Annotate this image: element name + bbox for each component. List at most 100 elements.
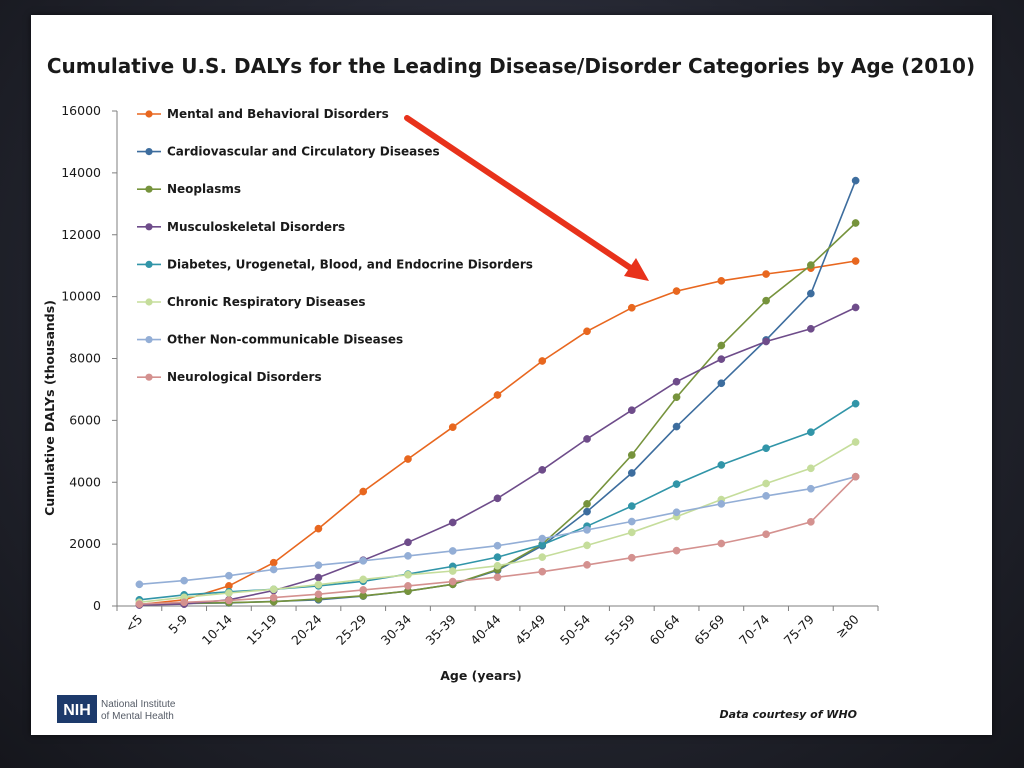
data-point (807, 484, 815, 493)
data-point (314, 580, 323, 589)
x-tick-label: 15-19 (244, 611, 280, 647)
y-tick-label: 10000 (61, 289, 101, 304)
y-tick-label: 4000 (69, 474, 101, 489)
data-point (269, 558, 278, 567)
data-point (807, 518, 815, 526)
data-point (493, 553, 502, 561)
data-point (404, 538, 412, 547)
legend-swatch-marker (145, 373, 153, 381)
data-point (180, 576, 188, 585)
data-point (180, 598, 188, 607)
data-point (807, 289, 815, 298)
data-point (314, 573, 323, 582)
data-point (359, 556, 368, 565)
data-point (359, 487, 368, 496)
data-point (314, 524, 323, 533)
x-tick-label: 60-64 (646, 611, 682, 647)
data-point (627, 517, 636, 526)
data-point (269, 585, 278, 594)
slide: Cumulative U.S. DALYs for the Leading Di… (31, 15, 992, 735)
data-point (583, 327, 591, 336)
data-point (717, 379, 726, 388)
data-point (672, 287, 681, 295)
series-layer (135, 176, 860, 609)
x-axis-label: Age (years) (440, 668, 522, 683)
legend-label: Chronic Respiratory Diseases (167, 295, 365, 309)
nih-logo: NIH National Institute of Mental Health (57, 695, 176, 723)
legend-swatch-marker (145, 223, 153, 231)
data-point (627, 528, 636, 537)
data-point (225, 571, 233, 580)
x-tick-label: 25-29 (333, 611, 369, 647)
nih-logo-abbrev: NIH (63, 702, 91, 719)
data-point (359, 586, 368, 594)
legend-label: Diabetes, Urogenetal, Blood, and Endocri… (167, 257, 533, 271)
nih-logo-box (57, 695, 97, 723)
legend-item: Musculoskeletal Disorders (137, 220, 345, 234)
credit-text: Data courtesy of WHO (719, 708, 857, 721)
data-point (493, 561, 502, 570)
data-point (851, 303, 860, 312)
data-point (538, 466, 547, 474)
data-point (627, 406, 636, 415)
x-tick-label: <5 (122, 612, 146, 636)
data-point (493, 573, 502, 582)
data-point (672, 422, 681, 431)
legend-swatch-marker (145, 110, 153, 118)
data-point (717, 461, 726, 469)
data-point (807, 464, 815, 473)
data-point (672, 393, 681, 402)
chart: Cumulative U.S. DALYs for the Leading Di… (42, 54, 975, 723)
data-point (672, 546, 681, 555)
x-tick-label: 45-49 (512, 611, 548, 647)
data-point (493, 494, 502, 503)
chart-title: Cumulative U.S. DALYs for the Leading Di… (47, 54, 975, 78)
y-tick-label: 12000 (61, 227, 101, 242)
data-point (762, 530, 770, 539)
legend-swatch-marker (145, 336, 153, 344)
legend-label: Neurological Disorders (167, 370, 322, 384)
y-tick-label: 16000 (61, 103, 101, 118)
series-6 (135, 472, 860, 589)
data-point (225, 589, 233, 597)
data-point (135, 580, 144, 589)
data-point (627, 469, 636, 477)
data-point (448, 547, 457, 555)
nih-logo-line2: of Mental Health (101, 711, 174, 722)
legend-item: Cardiovascular and Circulatory Diseases (137, 145, 440, 159)
series-2 (135, 219, 860, 609)
data-point (583, 507, 591, 516)
legend-item: Chronic Respiratory Diseases (137, 295, 365, 309)
data-point (225, 596, 233, 605)
data-point (851, 176, 860, 185)
data-point (807, 324, 815, 333)
data-point (538, 534, 547, 543)
y-tick-label: 14000 (61, 165, 101, 180)
x-tick-label: 10-14 (199, 611, 235, 647)
x-tick-label: 50-54 (557, 611, 593, 647)
annotation-arrow (404, 115, 649, 281)
legend-item: Neurological Disorders (137, 370, 322, 384)
y-tick-label: 0 (93, 598, 101, 613)
legend-swatch-marker (145, 148, 153, 156)
data-point (493, 391, 502, 399)
data-point (762, 296, 770, 305)
data-point (851, 399, 860, 408)
data-point (851, 438, 860, 446)
data-point (717, 500, 726, 508)
data-point (448, 567, 457, 575)
data-point (851, 257, 860, 265)
data-point (538, 553, 547, 561)
data-point (851, 219, 860, 227)
x-tick-label: 5-9 (165, 611, 190, 636)
legend-label: Other Non-communicable Diseases (167, 333, 403, 347)
legend-label: Musculoskeletal Disorders (167, 220, 345, 234)
legend-item: Diabetes, Urogenetal, Blood, and Endocri… (137, 257, 533, 271)
x-tick-label: 35-39 (423, 611, 459, 647)
legend-item: Mental and Behavioral Disorders (137, 107, 389, 121)
legend-swatch-marker (145, 298, 153, 306)
legend-label: Mental and Behavioral Disorders (167, 107, 389, 121)
series-7 (135, 472, 860, 608)
series-3 (135, 303, 860, 609)
data-point (717, 276, 726, 285)
